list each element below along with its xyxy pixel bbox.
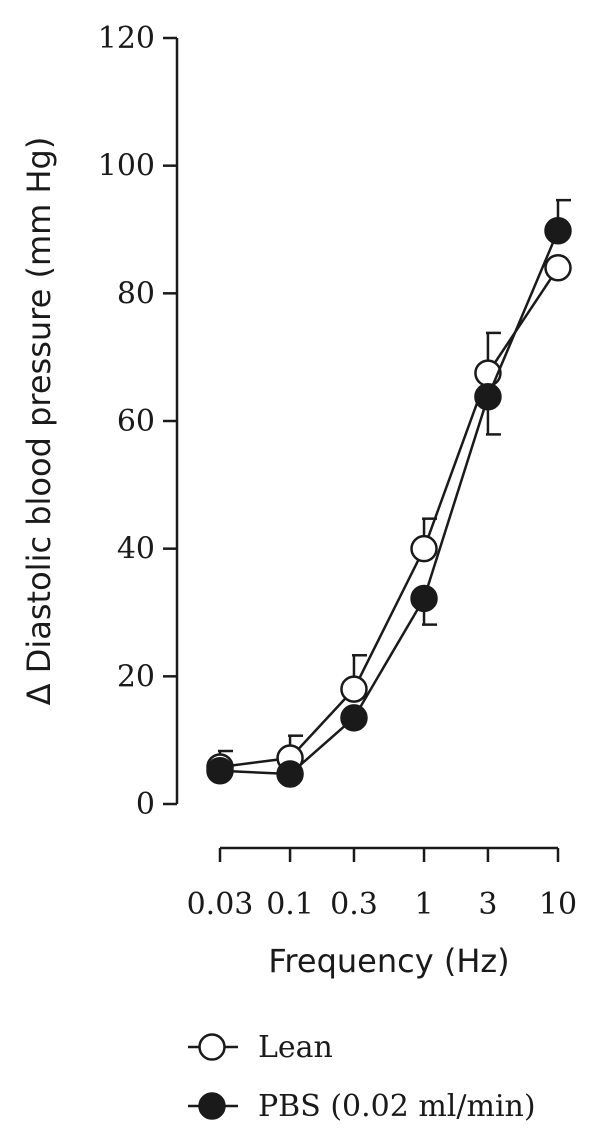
x-tick-label: 0.3 [330, 887, 378, 922]
data-point-open [340, 675, 368, 703]
legend-label: PBS (0.02 ml/min) [258, 1089, 536, 1124]
y-tick-label: 80 [117, 276, 155, 311]
y-tick-label: 100 [98, 149, 155, 184]
y-axis: 0 20 40 60 80 100 120 [98, 21, 179, 822]
series-line [219, 230, 560, 776]
data-point-filled [410, 584, 438, 613]
y-tick-label: 40 [117, 532, 155, 567]
legend-marker-filled [198, 1092, 226, 1120]
plot-area [206, 198, 572, 788]
x-tick-label: 10 [539, 887, 577, 922]
x-tick-label: 0.1 [266, 887, 314, 922]
legend-label: Lean [258, 1030, 333, 1065]
data-point-filled [544, 217, 572, 245]
x-tick-label: 3 [478, 887, 497, 922]
legend-marker-open [198, 1033, 226, 1061]
y-tick-label: 20 [117, 659, 155, 694]
data-point-filled [340, 704, 368, 732]
data-point-filled [206, 757, 234, 785]
legend: Lean PBS (0.02 ml/min) [188, 1030, 536, 1124]
y-tick-label: 60 [117, 404, 155, 439]
x-axis: 0.03 0.1 0.3 1 3 10 [187, 846, 577, 922]
legend-item: PBS (0.02 ml/min) [188, 1089, 536, 1124]
y-tick-label: 120 [98, 21, 155, 56]
y-tick-label: 0 [136, 787, 155, 822]
y-axis-title: Δ Diastolic blood pressure (mm Hg) [20, 137, 58, 706]
data-point-open [544, 254, 572, 282]
data-point-open [410, 534, 438, 563]
x-tick-label: 0.03 [187, 887, 254, 922]
data-point-filled [474, 382, 502, 411]
data-point-filled [276, 760, 304, 788]
x-tick-label: 1 [414, 887, 433, 922]
series-lean [206, 254, 572, 781]
x-axis-title: Frequency (Hz) [268, 942, 509, 980]
series-line [219, 267, 560, 769]
legend-item: Lean [188, 1030, 333, 1065]
series-pbs [206, 198, 572, 788]
